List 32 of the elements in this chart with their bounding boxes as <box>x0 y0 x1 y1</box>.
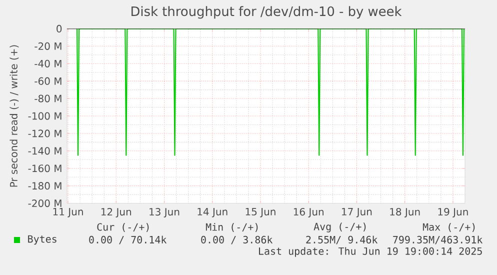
legend-label: Bytes <box>28 235 56 245</box>
text: Cur (-/+) <box>97 223 149 232</box>
y-tick-label: -20 M <box>34 42 62 50</box>
x-tick-label: 14 Jun <box>198 208 228 218</box>
y-tick-label: -100 M <box>28 112 62 120</box>
x-tick-label: 12 Jun <box>101 208 132 218</box>
text: 0.00 / 3.86k <box>201 236 273 244</box>
x-tick-label: 17 Jun <box>342 208 372 218</box>
y-tick-label: -80 M <box>34 94 62 102</box>
x-tick-label: 18 Jun <box>390 208 420 218</box>
x-tick-label: 11 Jun <box>53 208 83 218</box>
y-axis-title: Pr second read (-) / write (+) <box>10 45 19 187</box>
y-tick-label: -140 M <box>28 147 62 155</box>
y-tick-label: -60 M <box>34 77 62 85</box>
y-tick-label: -40 M <box>34 60 62 68</box>
y-tick-label: -180 M <box>28 182 62 190</box>
text: Avg (-/+) <box>314 222 366 232</box>
text: Last update: Thu Jun 19 19:00:14 2025 <box>259 247 482 257</box>
y-tick-label: -120 M <box>28 130 62 138</box>
text: 0.00 / 70.14k <box>89 236 167 244</box>
x-tick-label: 19 Jun <box>438 208 468 218</box>
text: 799.35M/463.91k <box>393 236 483 244</box>
x-tick-label: 15 Jun <box>246 208 276 218</box>
x-tick-label: 13 Jun <box>150 208 180 218</box>
y-tick-label: 0 <box>56 24 62 32</box>
text: 2.55M/ 9.46k <box>306 236 378 244</box>
y-tick-label: -160 M <box>28 164 62 172</box>
chart-title: Disk throughput for /dev/dm-10 - by week <box>132 6 402 19</box>
y-tick-label: -200 M <box>28 200 62 208</box>
text: Min (-/+) <box>206 223 258 232</box>
text: Max (-/+) <box>422 223 475 232</box>
x-tick-label: 16 Jun <box>294 208 324 218</box>
